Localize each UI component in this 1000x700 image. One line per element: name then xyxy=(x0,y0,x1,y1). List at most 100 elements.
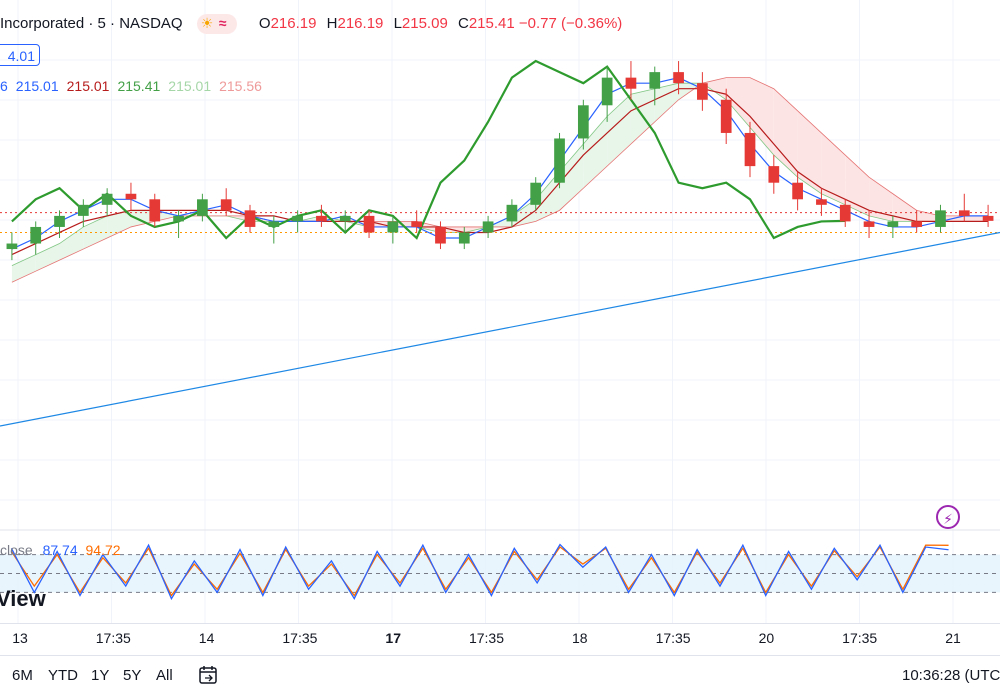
indicator-value: 215.01 xyxy=(66,78,110,94)
x-tick-label: 17:35 xyxy=(656,630,691,646)
cloud-segment xyxy=(892,193,917,222)
high-value: 216.19 xyxy=(337,14,384,32)
oscillator-pane xyxy=(0,529,1000,601)
cloud-segment xyxy=(869,177,893,222)
symbol-title[interactable]: Incorporated · 5 · NASDAQ xyxy=(0,14,183,32)
watermark: View xyxy=(0,586,46,611)
candle-body xyxy=(601,77,613,106)
candle-body xyxy=(268,221,280,227)
candle-body xyxy=(149,199,161,222)
cloud-segment xyxy=(154,210,179,222)
indicator-value: 215.01 xyxy=(168,78,212,94)
candle-body xyxy=(435,226,446,244)
cloud-segment xyxy=(107,210,131,238)
open-value: 216.19 xyxy=(270,14,317,32)
symbol-legend: Incorporated · 5 · NASDAQ ☀ ≈ O216.19 H21… xyxy=(0,14,622,34)
candle-body xyxy=(768,166,780,183)
candle-body xyxy=(316,215,327,222)
cloud-segment xyxy=(511,199,536,227)
cloud-segment xyxy=(773,88,798,178)
candle-body xyxy=(697,83,708,100)
candle-body xyxy=(458,232,470,244)
calendar-icon[interactable] xyxy=(198,664,220,686)
bottom-toolbar: 6M YTD 1Y 5Y All 10:36:28 (UTC xyxy=(0,655,1000,696)
range-1y-button[interactable]: 1Y xyxy=(91,667,110,684)
clock-readout[interactable]: 10:36:28 (UTC xyxy=(902,667,1000,684)
range-all-button[interactable]: All xyxy=(156,667,173,684)
cloud-segment xyxy=(11,254,36,283)
oscillator-source: close xyxy=(0,542,33,558)
candle-body xyxy=(649,72,661,89)
x-axis: 13 17:35 14 17:35 17 17:35 18 17:35 20 17:35 21 xyxy=(12,630,961,646)
candle-body xyxy=(220,199,232,211)
candle-body xyxy=(54,215,65,227)
range-5y-button[interactable]: 5Y xyxy=(123,667,142,684)
candle-body xyxy=(792,182,803,200)
cloud-segment xyxy=(845,155,870,216)
candle-body xyxy=(911,221,923,227)
candle-body xyxy=(30,226,42,244)
x-tick-label: 20 xyxy=(759,630,775,646)
cloud-segment xyxy=(750,77,774,156)
x-tick-label: 18 xyxy=(572,630,588,646)
lagging-span-line xyxy=(11,59,846,240)
change-value: −0.77 (−0.36%) xyxy=(518,14,623,32)
cloud-segment xyxy=(130,210,155,227)
range-6m-button[interactable]: 6M xyxy=(12,667,33,684)
candle-body xyxy=(839,204,851,222)
oscillator-k-value: 87.74 xyxy=(42,542,78,558)
candle-body xyxy=(363,215,375,233)
candle-body xyxy=(173,215,184,222)
candle-body xyxy=(720,99,732,133)
lightning-icon[interactable]: ⚡ xyxy=(936,505,960,529)
open-label: O xyxy=(258,14,271,32)
x-tick-label: 17 xyxy=(385,630,401,646)
price-box[interactable]: 4.01 xyxy=(0,44,40,66)
candle-body xyxy=(125,193,137,200)
close-label: C xyxy=(457,14,469,32)
candle-body xyxy=(244,210,256,227)
candle-body xyxy=(958,210,970,216)
x-tick-label: 17:35 xyxy=(469,630,504,646)
range-ytd-button[interactable]: YTD xyxy=(48,667,78,684)
cloud-segment xyxy=(583,116,608,189)
cloud-segment xyxy=(726,77,750,128)
cloud-segment xyxy=(821,132,846,205)
oscillator-k-line xyxy=(10,543,949,601)
oscillator-d-value: 94.72 xyxy=(85,542,121,558)
indicator-legend: 6 215.01 215.01 215.41 215.01 215.56 xyxy=(0,78,270,94)
candle-body xyxy=(816,199,827,205)
candle-body xyxy=(101,193,113,205)
cloud-segment xyxy=(654,83,679,122)
x-tick-label: 17:35 xyxy=(842,630,877,646)
candle-body xyxy=(292,215,303,222)
axis-divider xyxy=(0,623,1000,624)
candle-body xyxy=(673,72,684,84)
indicator-lines xyxy=(0,59,1000,427)
cloud-segment xyxy=(35,243,60,272)
high-label: H xyxy=(326,14,338,32)
candle-body xyxy=(482,221,494,233)
market-status-icon[interactable]: ☀ ≈ xyxy=(196,14,237,34)
indicator-value: 6 xyxy=(0,78,8,94)
trendline xyxy=(0,231,1000,427)
x-tick-label: 17:35 xyxy=(282,630,317,646)
candle-body xyxy=(530,182,542,205)
indicator-value: 215.56 xyxy=(219,78,262,94)
candle-body xyxy=(887,221,899,227)
candle-body xyxy=(339,215,351,222)
candle-body xyxy=(77,204,89,216)
cloud-segment xyxy=(797,110,822,194)
candle-body xyxy=(411,221,423,227)
low-value: 215.09 xyxy=(401,14,448,32)
indicator-value: 215.01 xyxy=(15,78,59,94)
cloud-segment xyxy=(59,226,84,261)
candle-body xyxy=(982,215,994,221)
base-line xyxy=(11,88,989,256)
candle-body xyxy=(6,243,18,250)
candle-body xyxy=(863,221,875,227)
close-value: 215.41 xyxy=(468,14,515,32)
x-tick-label: 14 xyxy=(199,630,215,646)
